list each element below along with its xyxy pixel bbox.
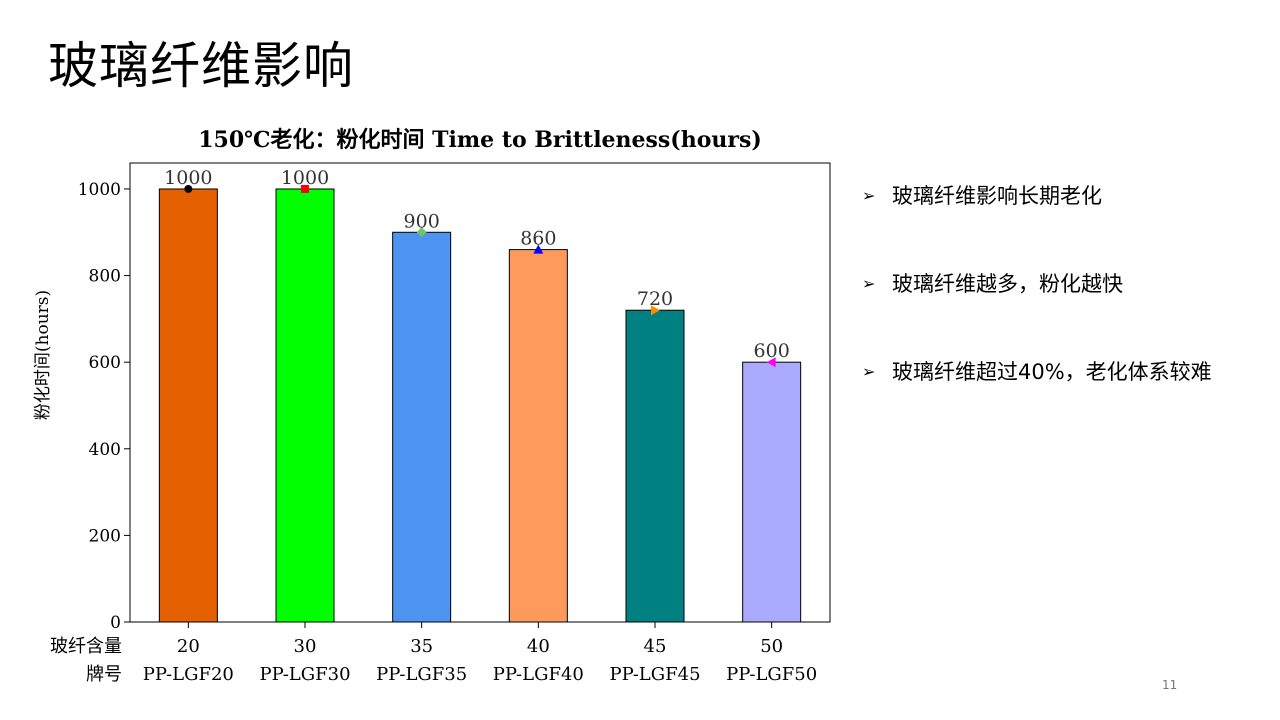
data-label: 600	[754, 340, 790, 362]
arrow-bullet-icon: ➢	[862, 362, 876, 381]
data-marker	[301, 184, 309, 193]
page-number: 11	[1162, 678, 1178, 692]
y-tick-label: 600	[89, 353, 121, 373]
x-tick-label: 50	[760, 636, 783, 657]
y-tick-label: 0	[110, 613, 121, 633]
x-tick-label: 20	[177, 636, 200, 657]
x-tick-label: 35	[410, 636, 433, 657]
slide-title: 玻璃纤维影响	[48, 37, 354, 95]
y-tick-label: 400	[89, 440, 121, 460]
x-tick-label: 30	[294, 636, 317, 657]
bar	[275, 188, 335, 623]
bar	[158, 188, 218, 623]
data-marker	[533, 244, 544, 254]
plot-frame	[129, 162, 831, 623]
bullet-text: 玻璃纤维超过40%，老化体系较难	[892, 360, 1212, 384]
data-marker	[416, 227, 427, 238]
bullet-text: 玻璃纤维越多，粉化越快	[892, 272, 1123, 296]
data-label: 900	[404, 210, 440, 232]
data-marker	[651, 305, 660, 316]
data-label: 1000	[281, 167, 329, 189]
bullet-list: ➢ 玻璃纤维影响长期老化 ➢ 玻璃纤维越多，粉化越快 ➢ 玻璃纤维超过40%，老…	[862, 180, 1272, 444]
bar	[508, 249, 568, 623]
row-label-content: 玻纤含量	[50, 636, 122, 657]
bullet-text: 玻璃纤维影响长期老化	[892, 184, 1102, 208]
data-label: 860	[520, 228, 556, 250]
grade-label: PP-LGF20	[143, 664, 234, 685]
y-tick-label: 800	[89, 267, 121, 287]
grade-label: PP-LGF45	[609, 664, 700, 685]
x-tick-label: 45	[644, 636, 667, 657]
grade-label: PP-LGF30	[259, 664, 350, 685]
x-tick-label: 40	[527, 636, 550, 657]
grade-label: PP-LGF35	[376, 664, 467, 685]
data-marker	[766, 357, 776, 368]
row-label-grade: 牌号	[86, 664, 122, 685]
y-tick-label: 200	[89, 526, 121, 546]
y-axis-label: 粉化时间(hours)	[33, 290, 53, 420]
arrow-bullet-icon: ➢	[862, 274, 876, 293]
y-tick-label: 1000	[78, 180, 121, 200]
bar	[625, 309, 685, 623]
data-label: 1000	[164, 167, 212, 189]
arrow-bullet-icon: ➢	[862, 186, 876, 205]
bar	[742, 361, 802, 623]
bar	[392, 231, 452, 623]
bullet-item: ➢ 玻璃纤维影响长期老化	[862, 180, 1272, 268]
data-marker	[184, 184, 193, 193]
grade-label: PP-LGF40	[493, 664, 584, 685]
grade-label: PP-LGF50	[726, 664, 817, 685]
chart-title: 150℃老化：粉化时间 Time to Brittleness(hours)	[198, 127, 762, 153]
bullet-item: ➢ 玻璃纤维越多，粉化越快	[862, 268, 1272, 356]
data-label: 720	[637, 288, 673, 310]
bullet-item: ➢ 玻璃纤维超过40%，老化体系较难	[862, 356, 1272, 444]
